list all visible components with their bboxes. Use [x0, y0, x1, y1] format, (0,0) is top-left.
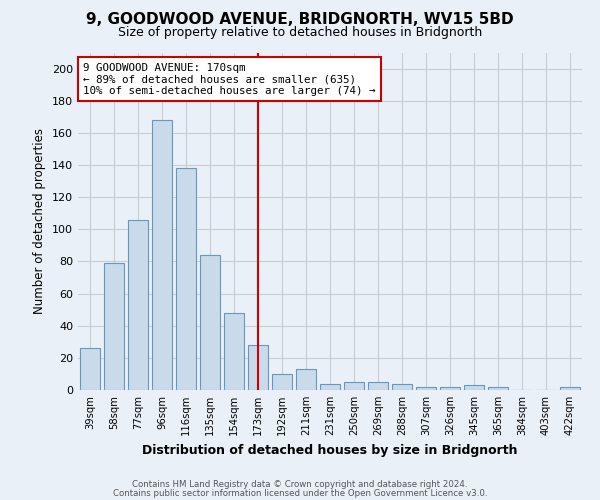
Bar [152, 120, 172, 390]
Bar [320, 384, 340, 390]
Text: 9 GOODWOOD AVENUE: 170sqm
← 89% of detached houses are smaller (635)
10% of semi: 9 GOODWOOD AVENUE: 170sqm ← 89% of detac… [83, 62, 376, 96]
Text: Contains HM Land Registry data © Crown copyright and database right 2024.: Contains HM Land Registry data © Crown c… [132, 480, 468, 489]
Bar [176, 168, 196, 390]
Bar [272, 374, 292, 390]
Y-axis label: Number of detached properties: Number of detached properties [34, 128, 46, 314]
Bar [368, 382, 388, 390]
X-axis label: Distribution of detached houses by size in Bridgnorth: Distribution of detached houses by size … [142, 444, 518, 456]
Bar [80, 348, 100, 390]
Bar [224, 313, 244, 390]
Bar [392, 384, 412, 390]
Bar [344, 382, 364, 390]
Bar [104, 263, 124, 390]
Bar [200, 255, 220, 390]
Text: Contains public sector information licensed under the Open Government Licence v3: Contains public sector information licen… [113, 488, 487, 498]
Text: 9, GOODWOOD AVENUE, BRIDGNORTH, WV15 5BD: 9, GOODWOOD AVENUE, BRIDGNORTH, WV15 5BD [86, 12, 514, 28]
Bar [128, 220, 148, 390]
Bar [416, 387, 436, 390]
Bar [560, 387, 580, 390]
Bar [488, 387, 508, 390]
Bar [296, 369, 316, 390]
Bar [248, 345, 268, 390]
Bar [464, 385, 484, 390]
Bar [440, 387, 460, 390]
Text: Size of property relative to detached houses in Bridgnorth: Size of property relative to detached ho… [118, 26, 482, 39]
